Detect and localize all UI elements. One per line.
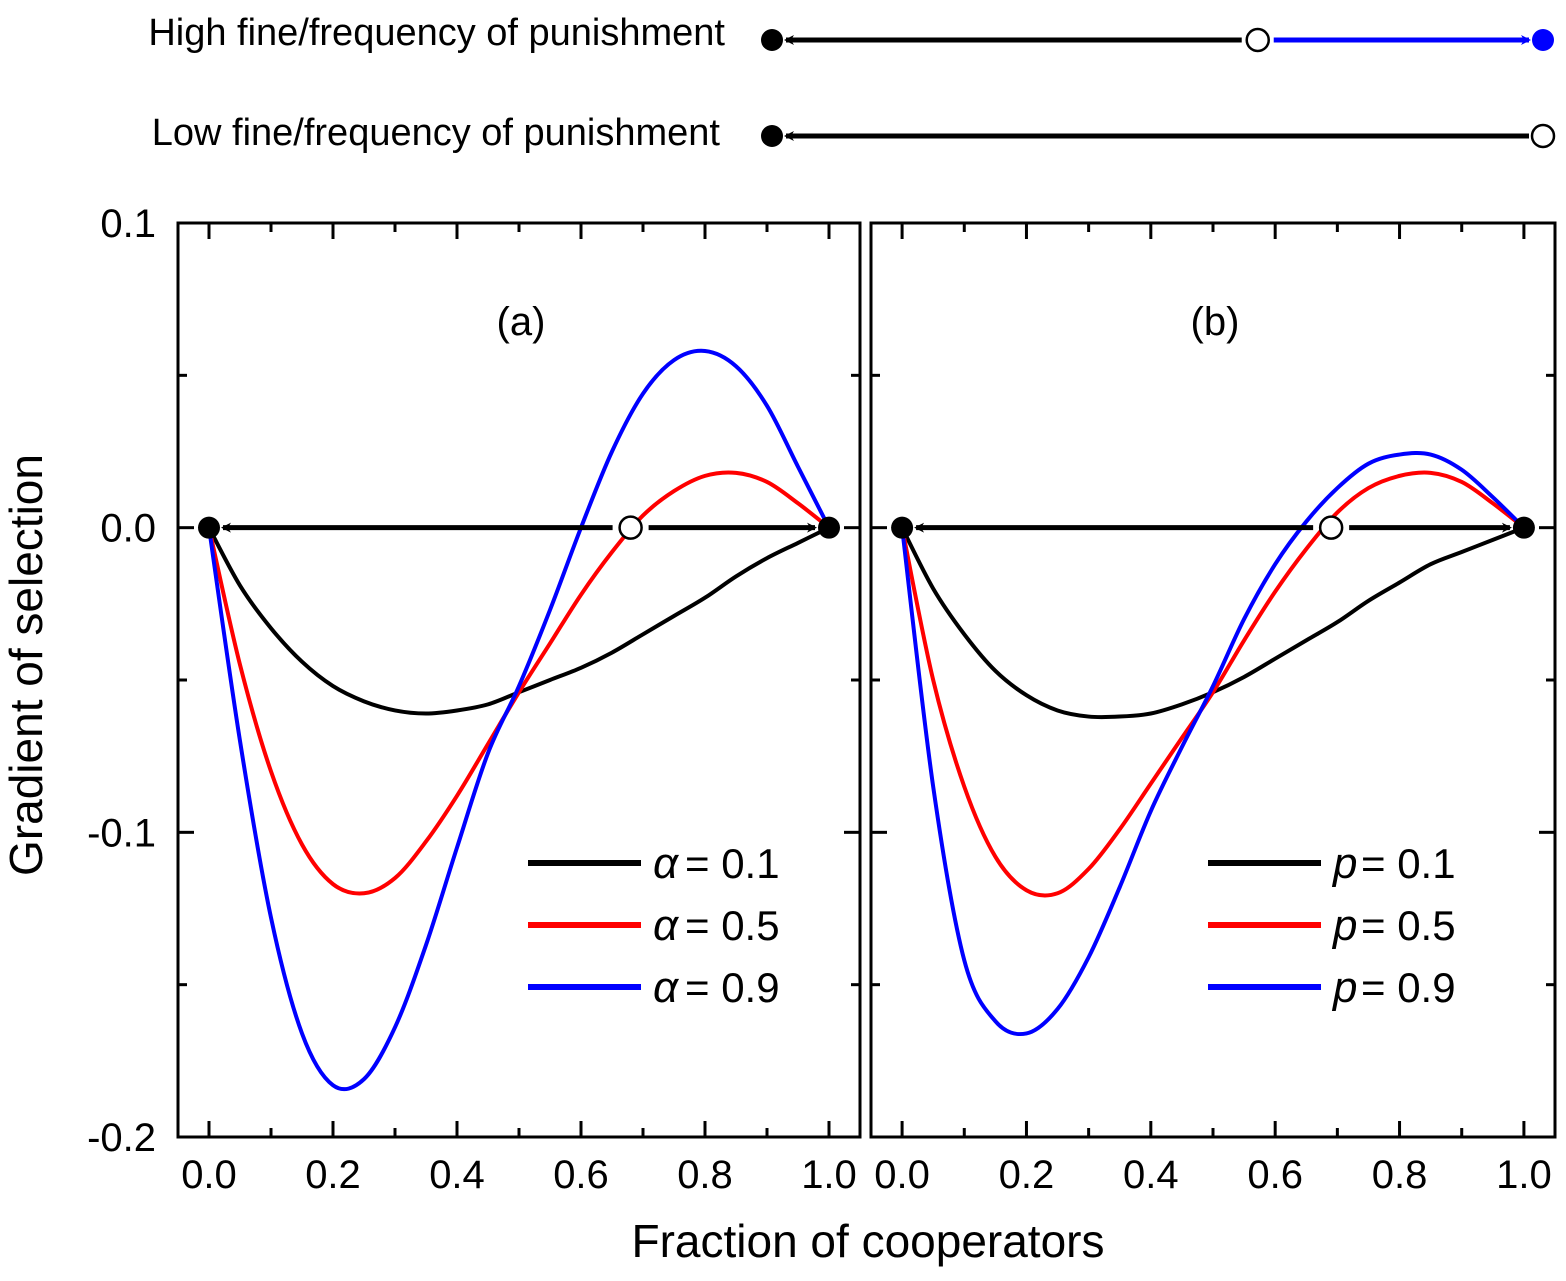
x-tick-label: 1.0	[1496, 1153, 1552, 1197]
series-line-2	[207, 348, 831, 1092]
legend-label-2: = 0.9	[1361, 964, 1456, 1011]
x-tick-label: 1.0	[801, 1153, 857, 1197]
legend-label-1: = 0.5	[685, 902, 780, 949]
y-tick-label: 0.1	[100, 202, 156, 246]
flow-high-unstable	[1245, 27, 1270, 53]
legend-label-1: = 0.5	[1361, 902, 1456, 949]
stable-point	[891, 516, 914, 539]
y-tick-label: 0.0	[100, 507, 156, 551]
legend-symbol: α	[653, 963, 680, 1012]
flow-low-unstable	[1530, 123, 1556, 149]
x-tick-label: 0.8	[677, 1153, 733, 1197]
x-tick-label: 0.4	[1123, 1153, 1179, 1197]
flow-high-stable-0	[761, 29, 783, 51]
legend-symbol: α	[653, 901, 680, 950]
legend-label-0: = 0.1	[1361, 840, 1456, 887]
x-tick-label: 0.8	[1372, 1153, 1428, 1197]
legend-label-0: = 0.1	[685, 840, 780, 887]
legend-symbol: α	[653, 839, 680, 888]
stable-point	[1512, 516, 1535, 539]
flow-low-stable-0	[761, 125, 783, 147]
x-tick-label: 0.4	[429, 1153, 485, 1197]
legend-symbol: p	[1331, 901, 1357, 950]
y-tick-label: -0.1	[87, 811, 156, 855]
legend-symbol: p	[1331, 963, 1357, 1012]
stable-point	[198, 516, 220, 539]
x-tick-label: 0.2	[305, 1153, 361, 1197]
x-tick-label: 0.6	[553, 1153, 609, 1197]
series-line-2	[900, 451, 1526, 1037]
x-tick-label: 0.6	[1247, 1153, 1303, 1197]
flow-high-stable-1	[1532, 29, 1554, 51]
x-tick-label: 0.0	[181, 1153, 237, 1197]
y-axis-title: Gradient of selection	[0, 454, 52, 876]
unstable-point	[618, 515, 643, 540]
legend-symbol: p	[1331, 839, 1357, 888]
unstable-point	[1318, 515, 1344, 540]
legend-label-2: = 0.9	[685, 964, 780, 1011]
panel-a: 0.0 0.2 0.4 0.6 0.8 1.00.10.0-0.1-0.2(a)α = 0.…	[87, 202, 862, 1197]
x-tick-label: 0.0	[874, 1153, 930, 1197]
x-axis-title: Fraction of cooperators	[631, 1215, 1104, 1267]
flow-low-label: Low fine/frequency of punishment	[152, 112, 721, 154]
x-tick-label: 0.2	[999, 1153, 1055, 1197]
flow-diagram: High fine/frequency of punishment Low fi…	[148, 12, 1556, 154]
y-tick-label: -0.2	[87, 1116, 156, 1160]
flow-high-label: High fine/frequency of punishment	[148, 12, 725, 54]
stable-point	[818, 516, 840, 539]
panel-label: (a)	[497, 300, 546, 344]
panel-b: 0.0 0.2 0.4 0.6 0.8 1.0(b)p = 0.1p = 0.5p = 0.9	[869, 221, 1557, 1197]
panel-label: (b)	[1191, 300, 1240, 344]
